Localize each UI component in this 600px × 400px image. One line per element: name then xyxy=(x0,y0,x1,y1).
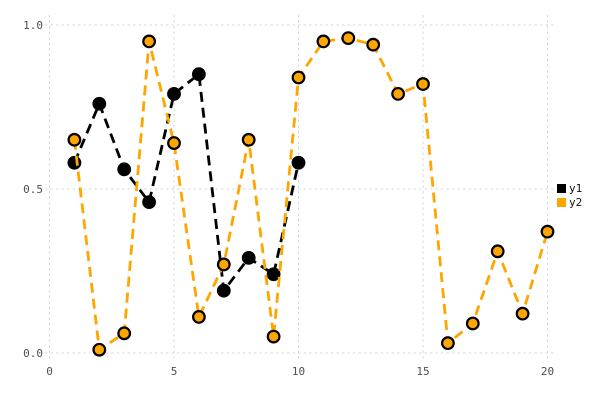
x-tick-label: 0 xyxy=(46,365,53,378)
series-y2-marker xyxy=(391,86,406,101)
series-y1-marker xyxy=(291,155,306,170)
legend-label: y2 xyxy=(569,196,583,209)
series-y2-marker xyxy=(441,336,455,351)
series-y2-line xyxy=(73,36,549,353)
series-y2-marker xyxy=(216,257,231,272)
series-y2-marker xyxy=(92,342,107,357)
legend-item-y1: y1 xyxy=(557,183,582,194)
legend-swatch-icon xyxy=(557,184,566,193)
series-y2-marker xyxy=(67,132,82,147)
x-tick-label: 20 xyxy=(541,365,554,378)
series-y2-marker xyxy=(490,244,505,259)
series-y1-marker xyxy=(167,86,181,101)
y-tick-label: 0.0 xyxy=(23,347,43,360)
series-y2-marker xyxy=(416,77,430,91)
series-y2-marker xyxy=(316,34,331,49)
series-y2-marker xyxy=(142,34,157,49)
y-tick-label: 1.0 xyxy=(23,19,43,32)
series-y2-marker xyxy=(366,37,381,52)
series-y1-line xyxy=(73,71,300,295)
legend-label: y1 xyxy=(569,182,583,195)
series-y2-marker xyxy=(241,132,256,147)
series-y1-marker xyxy=(92,96,107,111)
series-y1-marker xyxy=(216,283,231,298)
series-y1-marker xyxy=(117,162,132,177)
legend: y1 y2 xyxy=(557,183,582,208)
series-y2-marker xyxy=(266,329,281,344)
series-y2-marker xyxy=(540,224,555,239)
series-y1-marker xyxy=(266,267,281,282)
series-y2-marker xyxy=(341,31,356,46)
series-y2-marker xyxy=(167,136,181,150)
series-y2-marker xyxy=(465,316,480,331)
series-y2-marker xyxy=(117,326,132,341)
series-y2-marker xyxy=(191,310,206,324)
y-tick-label: 0.5 xyxy=(23,183,43,196)
series-y2-marker xyxy=(515,306,530,321)
x-tick-label: 5 xyxy=(171,365,178,378)
legend-swatch-icon xyxy=(557,198,566,207)
series-y1-marker xyxy=(241,250,256,265)
series-y1-marker xyxy=(142,195,157,210)
series-y1-marker xyxy=(191,67,206,82)
x-tick-label: 10 xyxy=(292,365,305,378)
legend-item-y2: y2 xyxy=(557,197,582,208)
series-y2-marker xyxy=(291,70,306,85)
x-tick-label: 15 xyxy=(416,365,429,378)
